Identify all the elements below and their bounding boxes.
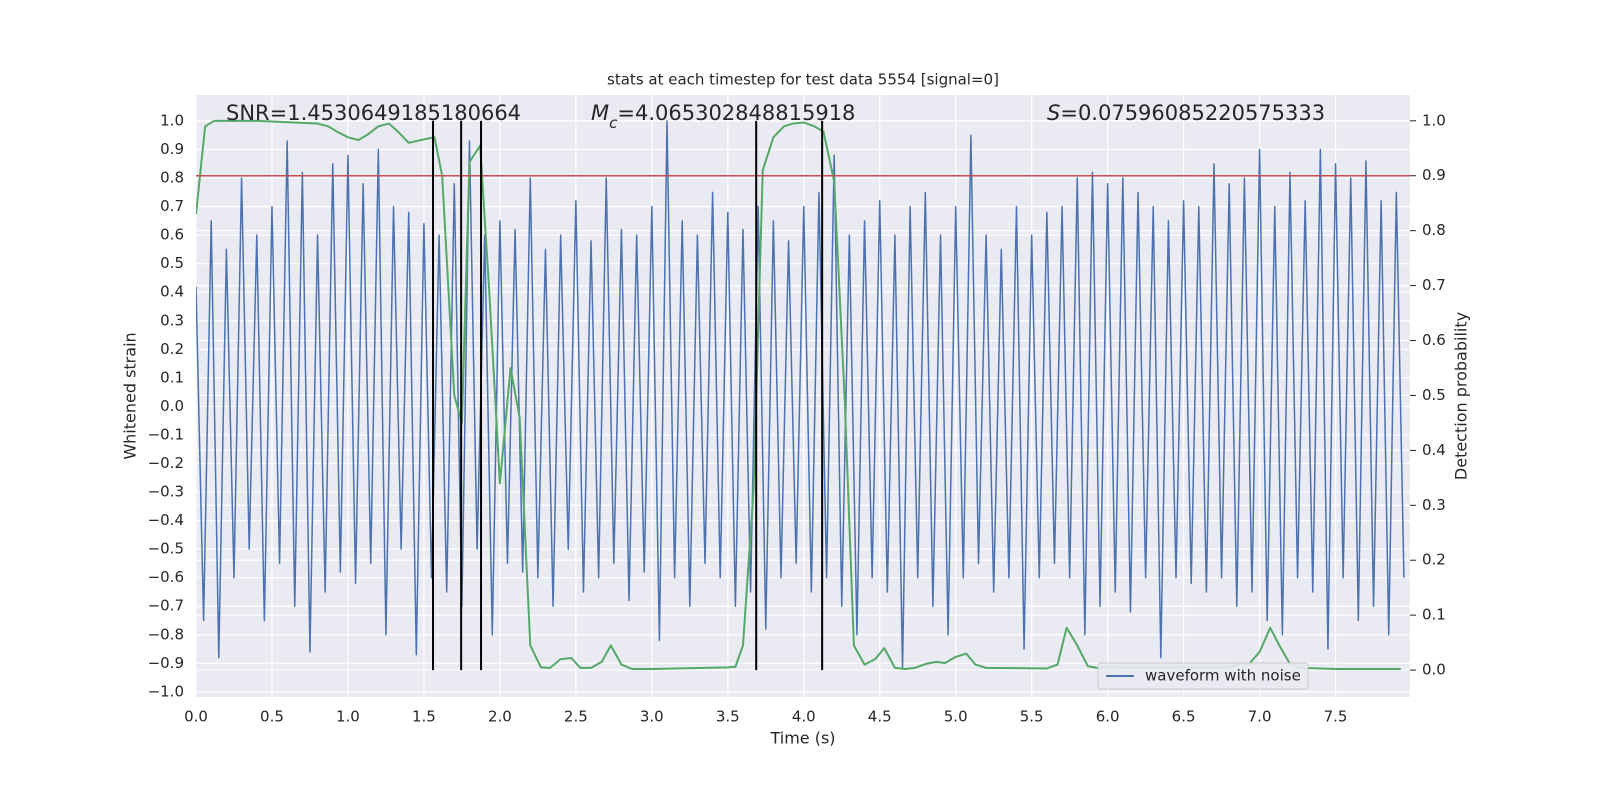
y-tick-label: 1.0 (160, 111, 184, 129)
annotation-symbol: S (1047, 101, 1060, 125)
x-tick-label: 5.5 (1020, 708, 1044, 726)
x-tick-label: 3.5 (716, 708, 740, 726)
y2-tick-label: 0.2 (1422, 551, 1446, 569)
x-tick-label: 4.5 (868, 708, 892, 726)
annotation: Mc=4.065302848815918 (591, 101, 855, 132)
labels: 0.0 0.5 1.0 1.5 2.0 2.5 3.0 3.5 4.0 4.5 5.0 5.5 6.0 6… (148, 111, 1446, 725)
y-tick-label: 0.7 (160, 197, 184, 215)
y2-tick-label: 0.4 (1422, 441, 1446, 459)
y2-axis-label: Detection probability (1452, 312, 1471, 480)
y2-tick-label: 1.0 (1422, 111, 1446, 129)
y-tick-label: 0.9 (160, 140, 184, 158)
y-tick-label: −1.0 (148, 682, 184, 700)
y-axis-label: Whitened strain (121, 332, 140, 459)
annotation-text: =0.07596085220575333 (1060, 101, 1325, 125)
y-tick-label: 0.3 (160, 311, 184, 329)
y2-tick-label: 0.6 (1422, 331, 1446, 349)
y-tick-label: 0.2 (160, 340, 184, 358)
annotation-text: =4.065302848815918 (617, 101, 855, 125)
y-tick-label: −0.2 (148, 454, 184, 472)
marks (196, 119, 1410, 671)
y-tick-label: 0.1 (160, 368, 184, 386)
x-tick-label: 7.5 (1324, 708, 1348, 726)
y2-tick-label: 0.3 (1422, 496, 1446, 514)
y-tick-label: −0.3 (148, 483, 184, 501)
x-tick-label: 0.5 (260, 708, 284, 726)
chart-title: stats at each timestep for test data 555… (607, 71, 999, 89)
annotation: SNR=1.4530649185180664 (226, 101, 521, 125)
x-tick-label: 2.5 (564, 708, 588, 726)
y-tick-label: −0.1 (148, 425, 184, 443)
y-tick-label: −0.9 (148, 654, 184, 672)
annotation-subscript: c (609, 114, 618, 132)
y-tick-label: −0.7 (148, 597, 184, 615)
x-tick-label: 1.0 (336, 708, 360, 726)
x-tick-label: 2.0 (488, 708, 512, 726)
y2-tick-label: 0.5 (1422, 386, 1446, 404)
x-tick-label: 3.0 (640, 708, 664, 726)
x-tick-label: 6.0 (1096, 708, 1120, 726)
y2-tick-label: 0.8 (1422, 221, 1446, 239)
y-tick-label: −0.8 (148, 625, 184, 643)
y-tick-label: 0.0 (160, 397, 184, 415)
y2-tick-label: 0.9 (1422, 166, 1446, 184)
y-tick-label: −0.4 (148, 511, 184, 529)
y-tick-label: 0.4 (160, 283, 184, 301)
x-tick-label: 0.0 (184, 708, 208, 726)
legend-label: waveform with noise (1145, 667, 1301, 685)
y-tick-label: 0.6 (160, 226, 184, 244)
series-line (196, 120, 1405, 670)
annotation-symbol: M (591, 101, 609, 125)
legend-box (1097, 662, 1309, 690)
x-tick-label: 7.0 (1248, 708, 1272, 726)
y-tick-label: −0.6 (148, 568, 184, 586)
x-tick-label: 1.5 (412, 708, 436, 726)
x-tick-label: 5.0 (944, 708, 968, 726)
y2-tick-label: 0.7 (1422, 276, 1446, 294)
y-tick-label: 0.5 (160, 254, 184, 272)
x-axis-label: Time (s) (769, 729, 835, 748)
annotation: S=0.07596085220575333 (1047, 101, 1325, 125)
y2-tick-label: 0.0 (1422, 661, 1446, 679)
y-tick-label: −0.5 (148, 540, 184, 558)
x-tick-label: 6.5 (1172, 708, 1196, 726)
series-line (196, 119, 1401, 670)
x-tick-label: 4.0 (792, 708, 816, 726)
y2-tick-label: 0.1 (1422, 606, 1446, 624)
y-tick-label: 0.8 (160, 169, 184, 187)
